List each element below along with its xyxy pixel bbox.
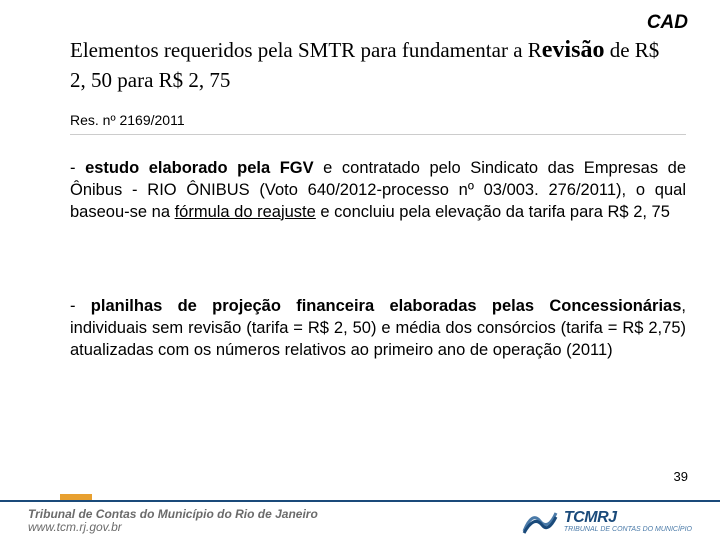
slide: CAD Elementos requeridos pela SMTR para … (0, 0, 720, 540)
footer-logo: TCMRJ TRIBUNAL DE CONTAS DO MUNICÍPIO (522, 507, 692, 535)
title-revisao: evisão (542, 37, 605, 63)
header-cad: CAD (647, 12, 688, 34)
resolution-number: Res. nº 2169/2011 (70, 112, 185, 128)
title-line1: Elementos requeridos pela SMTR para fund… (70, 38, 528, 62)
logo-acronym: TCMRJ (564, 510, 692, 526)
footer-left: Tribunal de Contas do Município do Rio d… (28, 508, 318, 534)
slide-title: Elementos requeridos pela SMTR para fund… (70, 34, 680, 95)
p1-lead: - (70, 159, 85, 177)
logo-text: TCMRJ TRIBUNAL DE CONTAS DO MUNICÍPIO (564, 510, 692, 533)
footer-url: www.tcm.rj.gov.br (28, 521, 318, 534)
p1-tail: e concluiu pela elevação da tarifa para … (316, 203, 670, 221)
footer: Tribunal de Contas do Município do Rio d… (0, 500, 720, 540)
p2-lead: - (70, 297, 91, 315)
p1-underline: fórmula do reajuste (175, 203, 316, 221)
page-number: 39 (674, 469, 688, 484)
logo-icon (522, 507, 558, 535)
title-r: R (528, 38, 542, 62)
divider-line (70, 134, 686, 135)
p1-bold: estudo elaborado pela FGV (85, 159, 314, 177)
logo-fullname: TRIBUNAL DE CONTAS DO MUNICÍPIO (564, 526, 692, 533)
p2-bold: planilhas de projeção financeira elabora… (91, 297, 682, 315)
paragraph-1: - estudo elaborado pela FGV e contratado… (70, 158, 686, 223)
paragraph-2: - planilhas de projeção financeira elabo… (70, 296, 686, 361)
